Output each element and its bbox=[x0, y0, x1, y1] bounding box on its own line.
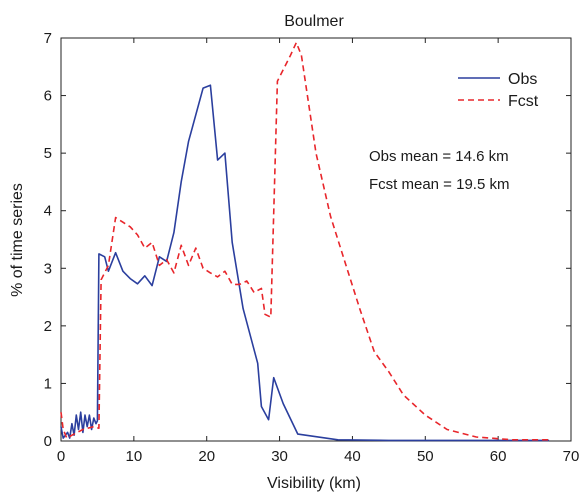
chart-title: Boulmer bbox=[284, 13, 344, 30]
y-tick-label: 7 bbox=[44, 30, 52, 47]
legend: Obs Fcst bbox=[458, 71, 539, 110]
plot-area-frame bbox=[60, 37, 572, 442]
y-axis: 0 1 2 3 4 5 6 7 bbox=[44, 30, 571, 450]
y-tick-label: 3 bbox=[44, 260, 52, 277]
x-tick-label: 0 bbox=[57, 448, 65, 465]
x-tick-label: 60 bbox=[490, 448, 507, 465]
obs-mean-annotation: Obs mean = 14.6 km bbox=[369, 148, 509, 165]
x-axis: 0 10 20 30 40 50 60 70 bbox=[57, 38, 580, 465]
x-tick-label: 40 bbox=[344, 448, 361, 465]
x-tick-label: 30 bbox=[271, 448, 288, 465]
x-tick-label: 70 bbox=[563, 448, 580, 465]
x-axis-title: Visibility (km) bbox=[267, 475, 361, 492]
legend-label-fcst: Fcst bbox=[508, 93, 539, 110]
fcst-mean-annotation: Fcst mean = 19.5 km bbox=[369, 176, 509, 193]
y-tick-label: 4 bbox=[44, 203, 52, 220]
y-tick-label: 5 bbox=[44, 145, 52, 162]
x-tick-label: 20 bbox=[198, 448, 215, 465]
y-tick-label: 2 bbox=[44, 318, 52, 335]
x-tick-label: 50 bbox=[417, 448, 434, 465]
x-tick-label: 10 bbox=[126, 448, 143, 465]
y-tick-label: 0 bbox=[44, 433, 52, 450]
series-line-fcst bbox=[60, 41, 550, 441]
y-tick-label: 1 bbox=[44, 375, 52, 392]
series-layer bbox=[60, 41, 550, 442]
legend-label-obs: Obs bbox=[508, 71, 537, 88]
y-axis-title: % of time series bbox=[9, 183, 26, 297]
y-tick-label: 6 bbox=[44, 88, 52, 105]
series-line-obs bbox=[60, 84, 550, 442]
